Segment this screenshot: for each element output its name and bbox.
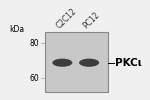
Text: PKCι: PKCι bbox=[115, 58, 142, 68]
Text: 60: 60 bbox=[30, 74, 39, 83]
Bar bbox=[45, 32, 108, 92]
Text: PC12: PC12 bbox=[81, 10, 101, 30]
Text: 80: 80 bbox=[30, 39, 39, 48]
Text: C2C12: C2C12 bbox=[54, 6, 78, 30]
Ellipse shape bbox=[79, 59, 99, 67]
Text: kDa: kDa bbox=[9, 24, 24, 34]
Ellipse shape bbox=[52, 59, 72, 67]
